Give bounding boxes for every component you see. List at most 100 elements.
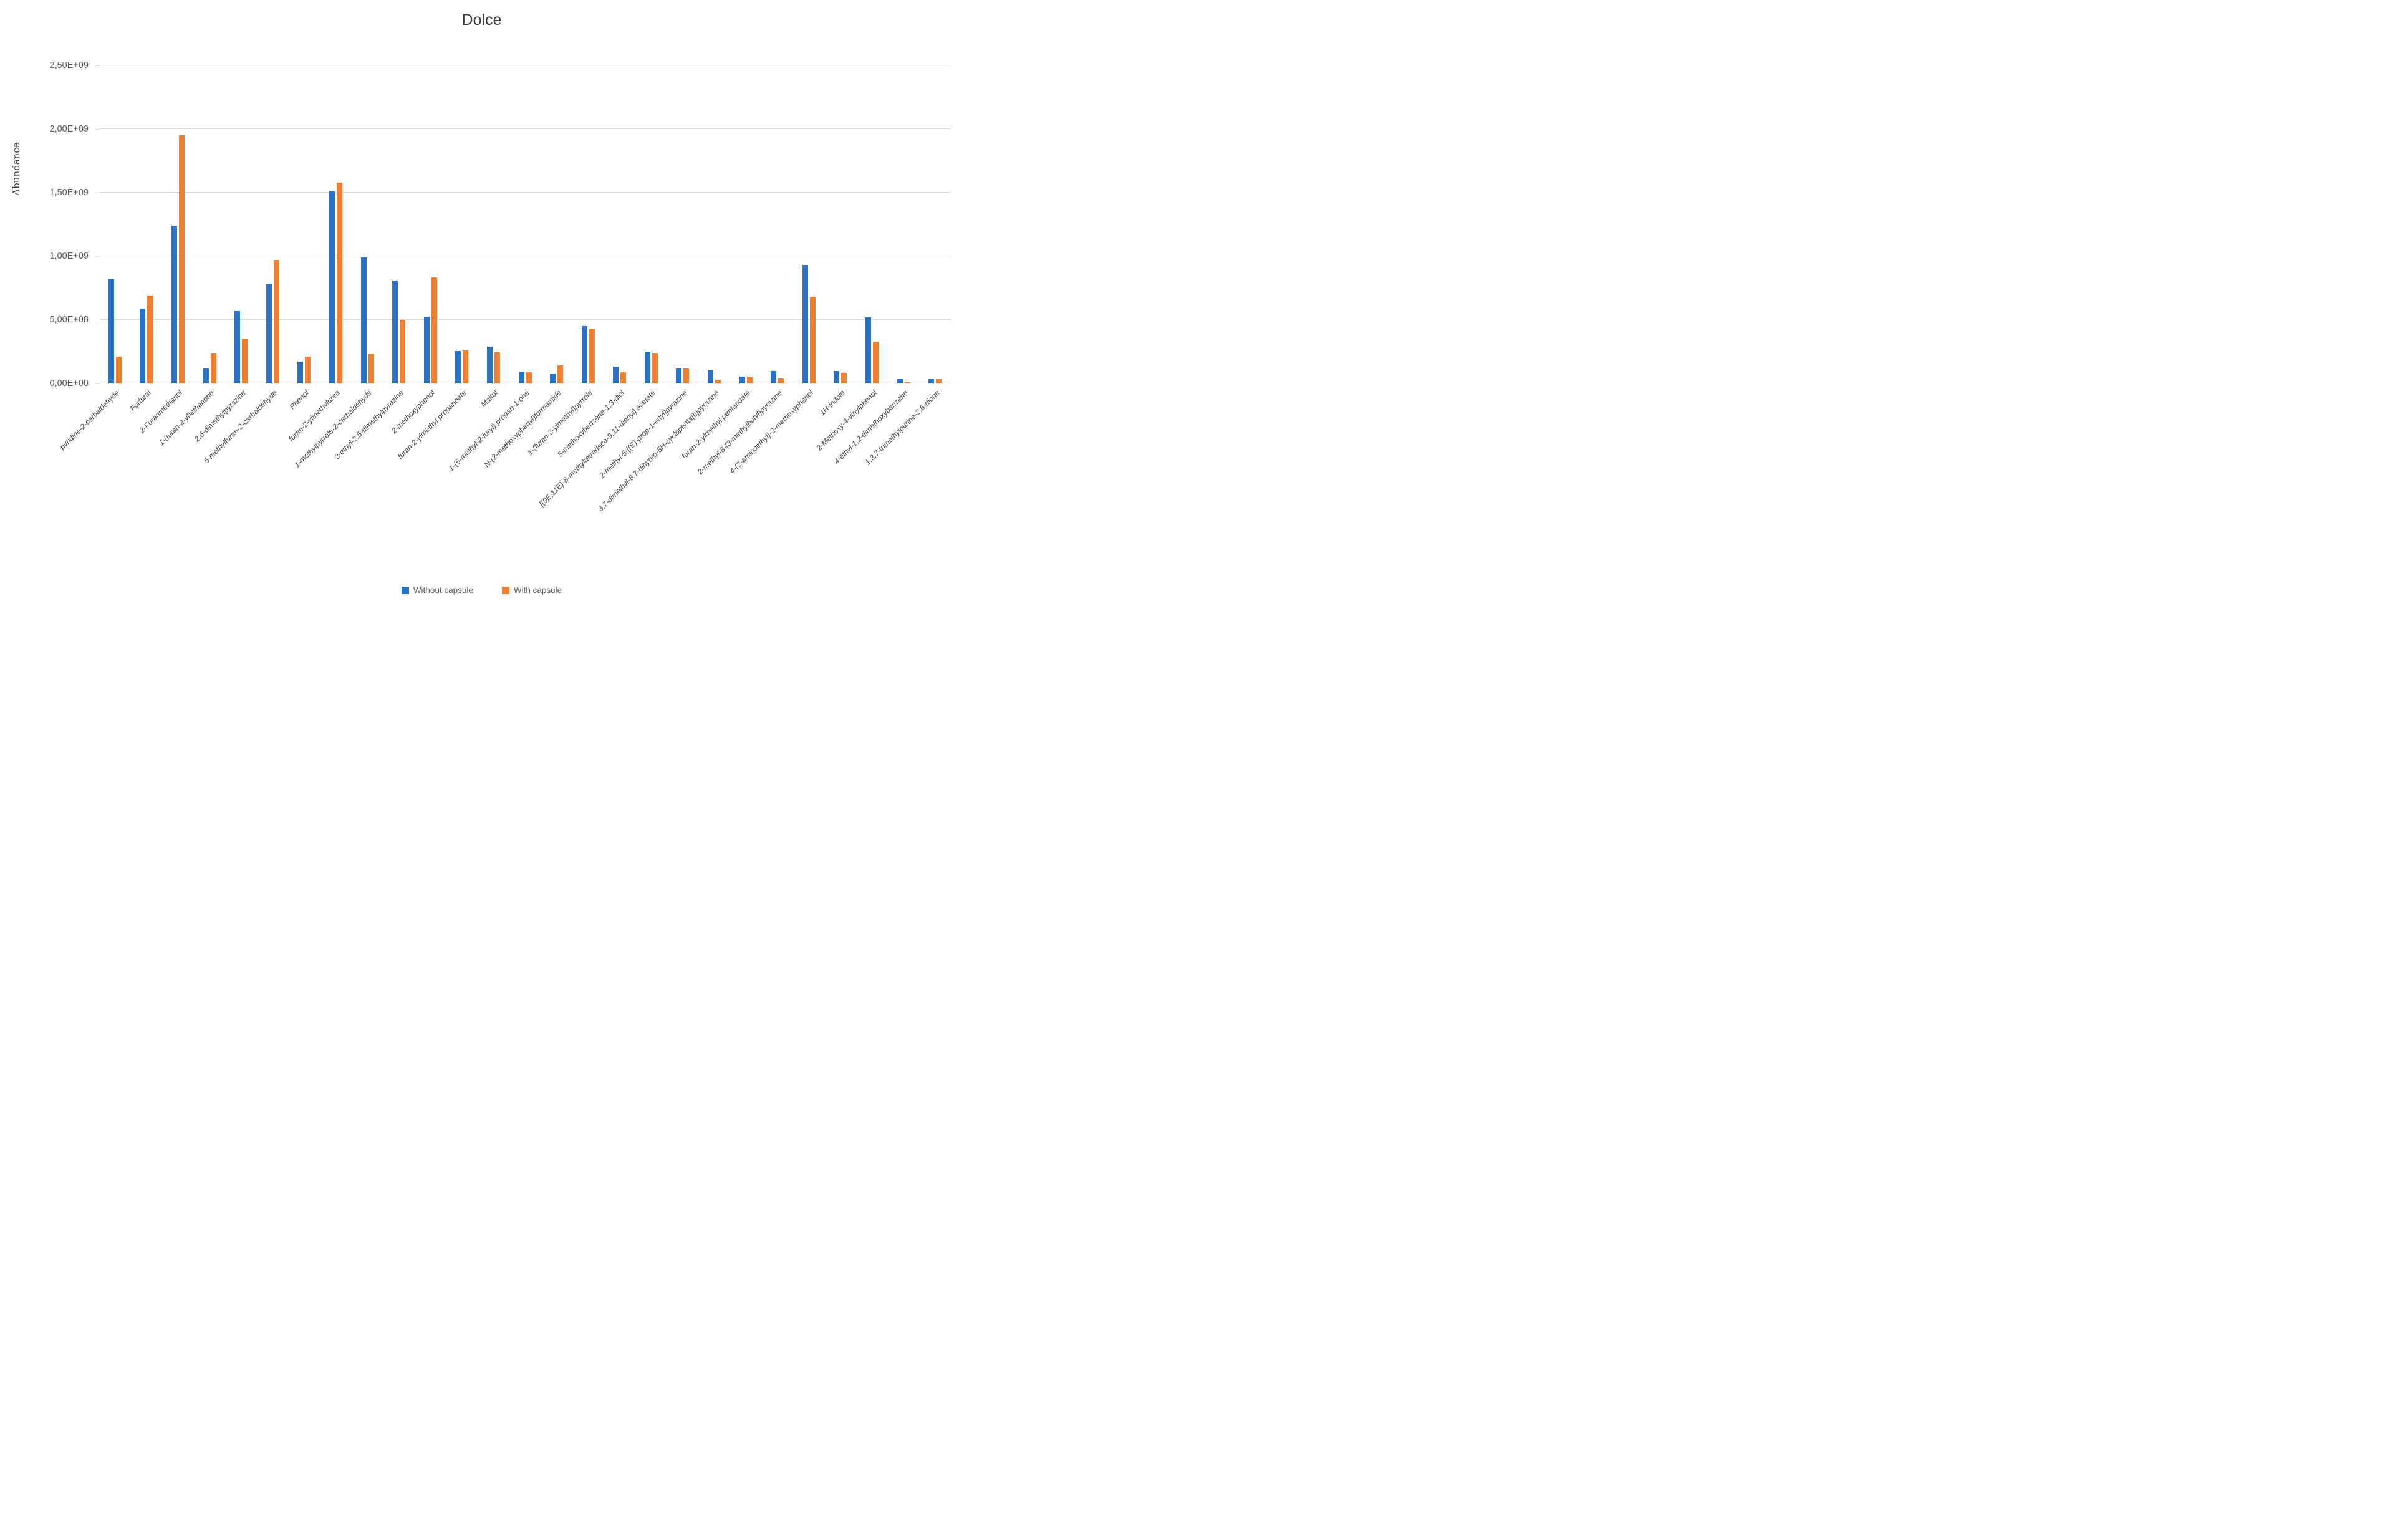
bar-without-capsule (550, 374, 556, 383)
bar-group (289, 65, 320, 383)
bar-with-capsule (589, 329, 595, 383)
bar-without-capsule (423, 317, 430, 383)
y-axis-tick-mark (95, 256, 99, 257)
bar-without-capsule (834, 371, 840, 383)
legend-item-with-capsule: With capsule (501, 585, 562, 595)
gridline (99, 319, 951, 320)
legend-swatch-blue-icon (401, 586, 409, 594)
y-axis-tick-label: 1,50E+09 (49, 188, 89, 198)
chart-title: Dolce (461, 11, 502, 29)
legend-label: Without capsule (413, 585, 473, 595)
bar-with-capsule (494, 352, 500, 383)
bar-with-capsule (841, 373, 847, 383)
bar-group (446, 65, 478, 383)
plot-area (99, 65, 951, 383)
bar-without-capsule (234, 311, 241, 383)
bar-without-capsule (613, 367, 619, 383)
bar-without-capsule (771, 371, 777, 383)
bar-with-capsule (178, 135, 185, 383)
bar-without-capsule (266, 284, 272, 383)
bar-with-capsule (210, 354, 216, 383)
bar-without-capsule (865, 317, 872, 383)
bar-without-capsule (108, 279, 114, 383)
bar-without-capsule (928, 379, 935, 383)
y-axis-tick-label: 2,50E+09 (49, 60, 89, 70)
bar-with-capsule (368, 354, 374, 383)
bar-with-capsule (620, 372, 627, 383)
bar-group (604, 65, 636, 383)
y-axis-tick-label: 0,00E+00 (49, 378, 89, 388)
bar-without-capsule (676, 368, 682, 383)
bar-without-capsule (581, 326, 587, 383)
y-axis-tick-label: 5,00E+08 (49, 315, 89, 325)
bar-with-capsule (904, 382, 910, 383)
y-axis-tick-mark (95, 383, 99, 384)
bar-with-capsule (873, 342, 879, 383)
bar-group (509, 65, 541, 383)
bar-group (793, 65, 825, 383)
bar-group (131, 65, 163, 383)
bar-without-capsule (203, 368, 209, 383)
bar-with-capsule (305, 357, 311, 383)
bar-group (761, 65, 793, 383)
bar-with-capsule (147, 296, 153, 383)
bar-group (383, 65, 415, 383)
bar-with-capsule (746, 377, 753, 383)
bar-with-capsule (431, 277, 437, 383)
bar-without-capsule (171, 226, 177, 383)
bar-with-capsule (936, 379, 942, 383)
bar-group (225, 65, 257, 383)
bar-without-capsule (739, 377, 745, 383)
gridline (99, 192, 951, 193)
bar-with-capsule (652, 354, 658, 383)
y-axis-tick-label: 2,00E+09 (49, 124, 89, 134)
bar-without-capsule (392, 281, 398, 383)
bar-without-capsule (486, 347, 493, 383)
bar-group (730, 65, 762, 383)
bar-with-capsule (115, 357, 122, 383)
legend-item-without-capsule: Without capsule (401, 585, 473, 595)
bar-with-capsule (557, 365, 564, 383)
bar-with-capsule (400, 320, 406, 383)
bar-with-capsule (526, 372, 532, 383)
bar-without-capsule (802, 265, 808, 383)
y-axis-tick-mark (95, 65, 99, 66)
bar-without-capsule (297, 362, 304, 383)
bar-without-capsule (708, 370, 714, 383)
bar-group (698, 65, 730, 383)
bar-group (635, 65, 667, 383)
legend-label: With capsule (513, 585, 562, 595)
legend: Without capsule With capsule (0, 585, 963, 595)
bar-with-capsule (683, 368, 690, 383)
bar-group (257, 65, 289, 383)
bar-without-capsule (360, 257, 367, 383)
bar-without-capsule (455, 351, 461, 383)
bar-group (99, 65, 131, 383)
bar-without-capsule (329, 191, 335, 383)
bar-groups (99, 65, 951, 383)
bar-group (667, 65, 699, 383)
bar-group (856, 65, 888, 383)
bar-with-capsule (463, 350, 469, 383)
bar-with-capsule (715, 380, 721, 383)
bar-group (415, 65, 446, 383)
legend-swatch-orange-icon (501, 586, 509, 594)
bar-group (352, 65, 383, 383)
bar-with-capsule (778, 378, 784, 383)
chart-screenshot: Dolce Abundance 0,00E+00 5,00E+08 1,00E+09… (0, 0, 963, 606)
y-axis-tick-mark (95, 129, 99, 130)
bar-group (541, 65, 572, 383)
bar-with-capsule (242, 339, 248, 383)
bar-group (320, 65, 352, 383)
bar-group (919, 65, 951, 383)
bar-group (478, 65, 509, 383)
bar-with-capsule (809, 297, 816, 383)
bar-group (825, 65, 857, 383)
bar-group (888, 65, 920, 383)
y-axis-tick-label: 1,00E+09 (49, 251, 89, 261)
bar-without-capsule (644, 352, 650, 383)
gridline (99, 128, 951, 129)
bar-with-capsule (273, 260, 279, 383)
bar-without-capsule (897, 379, 903, 383)
bar-group (572, 65, 604, 383)
